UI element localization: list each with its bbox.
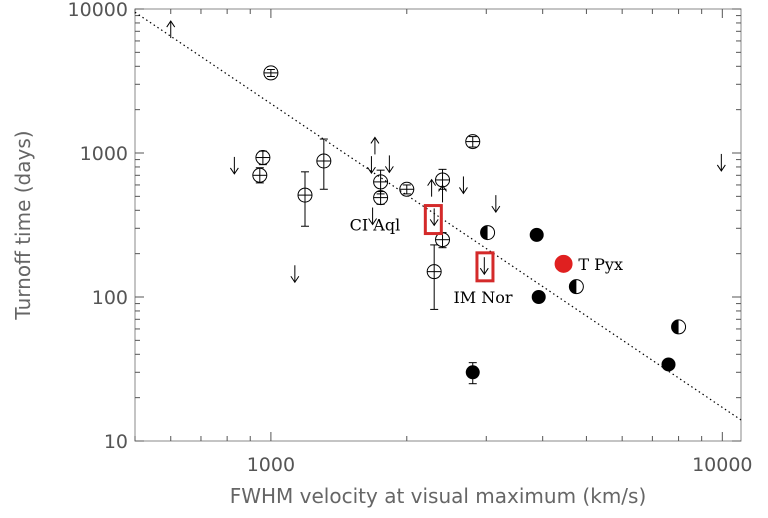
filled-circle-point-1-0: [465, 365, 480, 380]
down-arrow-point-4-8-head: [429, 219, 439, 227]
highlight-box-1: [475, 251, 495, 283]
filled-circle-point-1-2: [531, 290, 546, 304]
up-arrow-point-3-0-head: [166, 20, 176, 28]
up-arrow-point-3-3-head: [438, 184, 447, 192]
down-arrow-point-4-3-head: [384, 166, 394, 174]
annotation-0: CI Aql: [350, 215, 401, 234]
y-axis-title: Turnoff time (days): [11, 130, 35, 320]
down-arrow-point-4-5-head: [459, 187, 468, 195]
filled-circle-point-1-1: [529, 227, 544, 242]
down-arrow-point-4-0-head: [229, 167, 239, 175]
x-tick-label-0: 1000: [247, 454, 295, 476]
plot-frame: [134, 8, 742, 442]
half-filled-circle-point-2-0-fill: [480, 225, 488, 240]
down-arrow-point-4-1-head: [290, 275, 300, 284]
down-arrow-point-4-4-head: [368, 218, 378, 226]
y-tick-label-2: 1000: [80, 143, 128, 165]
x-tick-label-1: 10000: [692, 454, 752, 476]
up-arrow-point-3-2-head: [427, 178, 437, 186]
half-filled-circle-point-2-1-fill: [569, 279, 577, 294]
down-arrow-point-4-7-head: [716, 164, 726, 172]
fit-line: [134, 11, 742, 421]
down-arrow-point-4-6-head: [491, 205, 501, 214]
annotation-1: T Pyx: [578, 255, 623, 274]
half-filled-circle-point-2-2-fill: [671, 319, 679, 334]
red-filled-circle-point-5-0: [554, 254, 573, 273]
annotation-2: IM Nor: [453, 288, 512, 307]
down-arrow-point-4-9-head: [479, 267, 489, 276]
y-tick-label-1: 100: [92, 287, 128, 309]
down-arrow-point-4-2-head: [367, 166, 376, 175]
x-axis-title: FWHM velocity at visual maximum (km/s): [230, 484, 647, 508]
highlight-box-0: [423, 204, 443, 236]
filled-circle-point-1-3: [661, 357, 676, 372]
y-tick-label-0: 10: [104, 431, 128, 453]
y-tick-label-3: 10000: [68, 0, 128, 21]
up-arrow-point-3-1-head: [370, 136, 380, 144]
